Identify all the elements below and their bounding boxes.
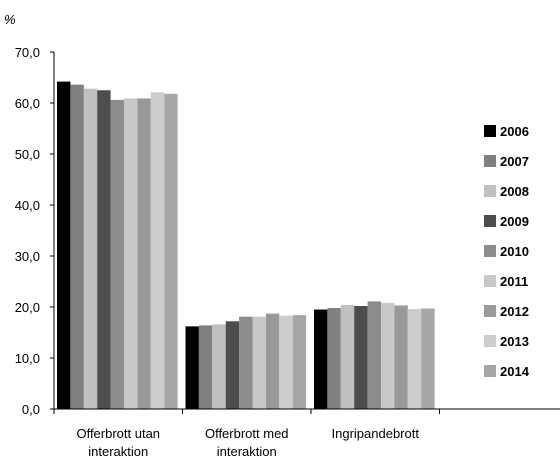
bar-2007-1 [70,84,84,409]
legend-label: 2013 [500,334,529,349]
legend-label: 2009 [500,214,529,229]
y-tick-label: 60,0 [15,96,40,111]
legend-label: 2006 [500,124,529,139]
bar-2010-2 [239,316,253,409]
legend-label: 2014 [500,364,530,379]
bar-2007-2 [198,325,213,409]
bar-2008-1 [83,88,98,409]
bar-2008-2 [212,324,226,409]
bar-2006-3 [314,309,328,409]
bar-2006-2 [185,326,199,409]
bars [57,81,435,409]
category-label: interaktion [88,444,148,459]
legend-swatch-2012 [484,305,496,317]
bar-2008-3 [340,304,355,409]
legend-swatch-2007 [484,155,496,167]
bar-2011-1 [124,98,138,409]
bar-2013-1 [150,92,165,409]
legend-swatch-2008 [484,185,496,197]
y-tick-label: 10,0 [15,351,40,366]
legend-swatch-2010 [484,245,496,257]
bar-2010-3 [367,301,381,409]
bar-2009-1 [97,90,111,409]
legend-label: 2008 [500,184,529,199]
category-label: Ingripandebrott [332,426,420,441]
bar-2012-3 [394,305,408,409]
legend-swatch-2011 [484,275,496,287]
category-label: interaktion [217,444,277,459]
y-tick-label: 20,0 [15,300,40,315]
y-tick-label: 40,0 [15,198,40,213]
bar-2010-1 [110,99,124,409]
bar-2013-3 [407,309,422,409]
legend-label: 2012 [500,304,529,319]
bar-2013-2 [279,315,293,409]
y-tick-label: 30,0 [15,249,40,264]
y-axis-unit-label: % [4,12,16,27]
bar-2014-3 [421,308,435,409]
category-label: Offerbrott utan [76,426,160,441]
bar-2009-2 [225,321,240,409]
x-axis: Offerbrott utan interaktion Offerbrott med… [53,408,560,459]
legend-swatch-2009 [484,215,496,227]
bar-2011-3 [381,302,395,409]
legend: 2006 2007 2008 2009 2010 2011 2012 2013 2014 [484,124,530,379]
bar-2006-1 [57,81,71,409]
bar-2009-3 [354,305,368,409]
bar-2012-1 [137,98,151,409]
y-tick-label: 50,0 [15,147,40,162]
legend-label: 2010 [500,244,529,259]
legend-swatch-2006 [484,125,496,137]
bar-2012-2 [265,313,280,409]
y-tick-label: 70,0 [15,45,40,60]
y-axis: 0,0 10,0 20,0 30,0 40,0 50,0 60,0 70,0 [15,45,55,417]
category-label: Offerbrott med [205,426,289,441]
legend-swatch-2014 [484,365,496,377]
bar-2007-3 [327,308,341,409]
bar-2014-1 [164,93,178,409]
legend-label: 2007 [500,154,529,169]
y-tick-label: 0,0 [22,402,40,417]
legend-label: 2011 [500,274,528,289]
bar-2011-2 [252,316,266,409]
bar-2014-2 [292,315,307,409]
legend-swatch-2013 [484,335,496,347]
